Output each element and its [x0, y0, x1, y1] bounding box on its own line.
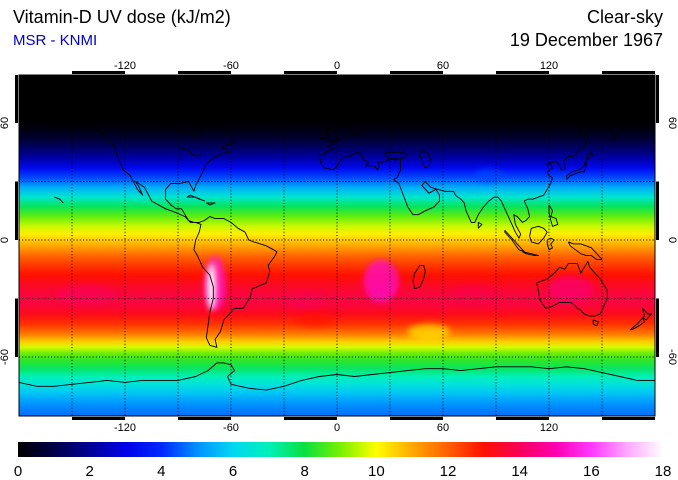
axis-band-right	[656, 181, 659, 240]
coastline	[318, 89, 655, 239]
lat-tick-label-left: 0	[0, 237, 11, 243]
axis-band-top	[602, 71, 655, 74]
coastline	[318, 132, 327, 140]
anomaly-australia-interior	[547, 275, 594, 303]
axis-band-right	[656, 298, 659, 357]
anomaly-south-atlantic-band	[285, 291, 325, 310]
lat-tick-label-left: -60	[0, 349, 11, 365]
axis-band-bottom	[496, 417, 549, 420]
date-label: 19 December 1967	[510, 30, 663, 50]
coastline	[546, 237, 555, 251]
coastline	[548, 204, 559, 227]
axis-band-top	[72, 71, 125, 74]
axis-band-bottom	[178, 417, 231, 420]
axis-band-top	[496, 71, 549, 74]
anomaly-andes-high-uv	[206, 263, 217, 311]
axis-band-left	[15, 181, 18, 240]
lon-tick-label-top: 60	[437, 60, 449, 72]
coastline	[419, 149, 432, 169]
coastline	[566, 151, 594, 180]
lat-tick-label-right: 60	[666, 117, 678, 129]
lat-tick-label-right: 0	[666, 237, 678, 243]
colorbar-tick-label: 4	[157, 463, 165, 480]
lon-tick-label-bottom: -120	[114, 422, 136, 434]
source-label: MSR - KNMI	[13, 32, 97, 49]
axis-band-top	[178, 71, 231, 74]
coastline	[529, 225, 548, 245]
axis-band-bottom	[72, 417, 125, 420]
axis-band-bottom	[390, 417, 443, 420]
colorbar-tick-label: 12	[440, 463, 457, 480]
lon-tick-label-bottom: 60	[437, 422, 449, 434]
lon-tick-label-top: 120	[540, 60, 558, 72]
coastline	[186, 194, 205, 202]
map-graphics: -120 -120 -60 -60 0 0 60 60 120 120 60 60 0 0 -60 -60 0 2…	[0, 60, 678, 480]
axis-band-top	[284, 71, 337, 74]
anomaly-southern-ocean-wave-red	[294, 313, 337, 327]
map-frame	[18, 74, 656, 417]
colorbar-tick-label: 10	[368, 463, 385, 480]
coastline	[54, 196, 64, 204]
coastline	[522, 251, 539, 257]
colorbar-tick-label: 6	[229, 463, 237, 480]
colorbar-tick-label: 14	[511, 463, 528, 480]
colorbar	[18, 442, 663, 457]
graticule	[19, 75, 655, 416]
axis-band-bottom	[284, 417, 337, 420]
condition-label: Clear-sky	[587, 7, 663, 27]
axis-band-left	[15, 75, 18, 123]
coastlines	[19, 77, 655, 391]
colorbar-tick-label: 16	[583, 463, 600, 480]
anomaly-southern-ocean-wave-green	[407, 323, 451, 340]
lat-tick-label-left: 60	[0, 117, 11, 129]
colorbar-tick-label: 18	[655, 463, 672, 480]
coastline	[384, 151, 409, 161]
anomaly-south-pacific-band	[56, 284, 117, 305]
coastline	[536, 260, 608, 317]
coastline	[19, 362, 655, 391]
colorbar-tick-label: 8	[300, 463, 308, 480]
coastline	[567, 241, 603, 260]
coastline	[592, 319, 599, 327]
coastline	[325, 126, 340, 143]
coastline	[629, 307, 652, 331]
coastline	[206, 202, 216, 206]
lon-tick-label-top: -60	[223, 60, 239, 72]
coastline	[235, 77, 303, 124]
axis-band-bottom	[602, 417, 655, 420]
colorbar-tick-label: 0	[14, 463, 22, 480]
lat-tick-label-right: -60	[666, 349, 678, 365]
lon-tick-label-top: 0	[334, 60, 340, 72]
colorbar-tick-label: 2	[85, 463, 93, 480]
coastline	[477, 221, 483, 229]
coastline	[181, 147, 202, 157]
coastline	[297, 110, 313, 118]
lon-tick-label-bottom: 0	[334, 422, 340, 434]
anomaly-south-indian-band	[450, 285, 500, 304]
coastline	[412, 264, 426, 290]
lon-tick-label-bottom: 120	[540, 422, 558, 434]
lon-tick-label-bottom: -60	[223, 422, 239, 434]
anomaly-southern-africa-plateau	[363, 259, 399, 303]
anomaly-tibetan-plateau	[474, 168, 504, 183]
axis-band-left	[15, 298, 18, 357]
coastline	[39, 101, 278, 348]
page-title: Vitamin-D UV dose (kJ/m2)	[13, 7, 231, 27]
axis-band-top	[390, 71, 443, 74]
axis-band-right	[656, 75, 659, 123]
lon-tick-label-top: -120	[114, 60, 136, 72]
